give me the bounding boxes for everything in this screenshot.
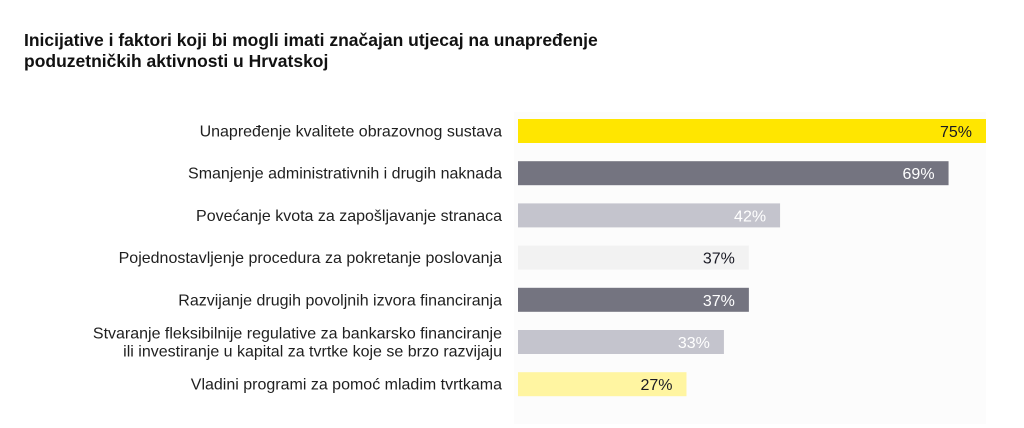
bar-3 xyxy=(518,203,781,228)
category-label-1: Unapređenje kvalitete obrazovnog sustava xyxy=(200,124,503,141)
category-label-5: Razvijanje drugih povoljnih izvora finan… xyxy=(178,292,502,309)
value-label-2: 69% xyxy=(903,166,935,183)
value-label-3: 42% xyxy=(734,208,766,225)
value-label-4: 37% xyxy=(703,251,735,268)
category-label-6: Stvaranje fleksibilnije regulative za ba… xyxy=(93,326,502,361)
value-label-7: 27% xyxy=(640,377,672,394)
bars-group: 75% Unapređenje kvalitete obrazovnog sust… xyxy=(93,119,986,397)
value-label-6: 33% xyxy=(678,335,710,352)
category-label-3: Povećanje kvota za zapošljavanje stranac… xyxy=(196,208,502,225)
category-label-4: Pojednostavljenje procedura za pokretanj… xyxy=(119,250,502,267)
value-label-5: 37% xyxy=(703,293,735,310)
value-label-1: 75% xyxy=(940,124,972,141)
category-label-2: Smanjenje administrativnih i drugih nakn… xyxy=(188,166,502,183)
bar-2 xyxy=(518,161,949,186)
bar-6 xyxy=(518,330,724,354)
bar-1 xyxy=(518,119,986,143)
bar-7 xyxy=(518,372,687,397)
bar-5 xyxy=(518,287,749,312)
bar-4 xyxy=(518,245,749,270)
category-label-7: Vladini programi za pomoć mladim tvrtkam… xyxy=(191,377,502,394)
chart-title: Inicijative i faktori koji bi mogli imat… xyxy=(24,30,598,71)
